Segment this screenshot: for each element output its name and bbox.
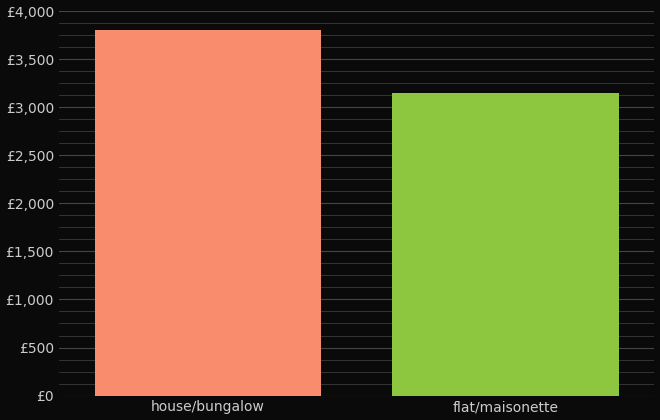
Bar [94,30,321,396]
Bar [392,93,618,396]
